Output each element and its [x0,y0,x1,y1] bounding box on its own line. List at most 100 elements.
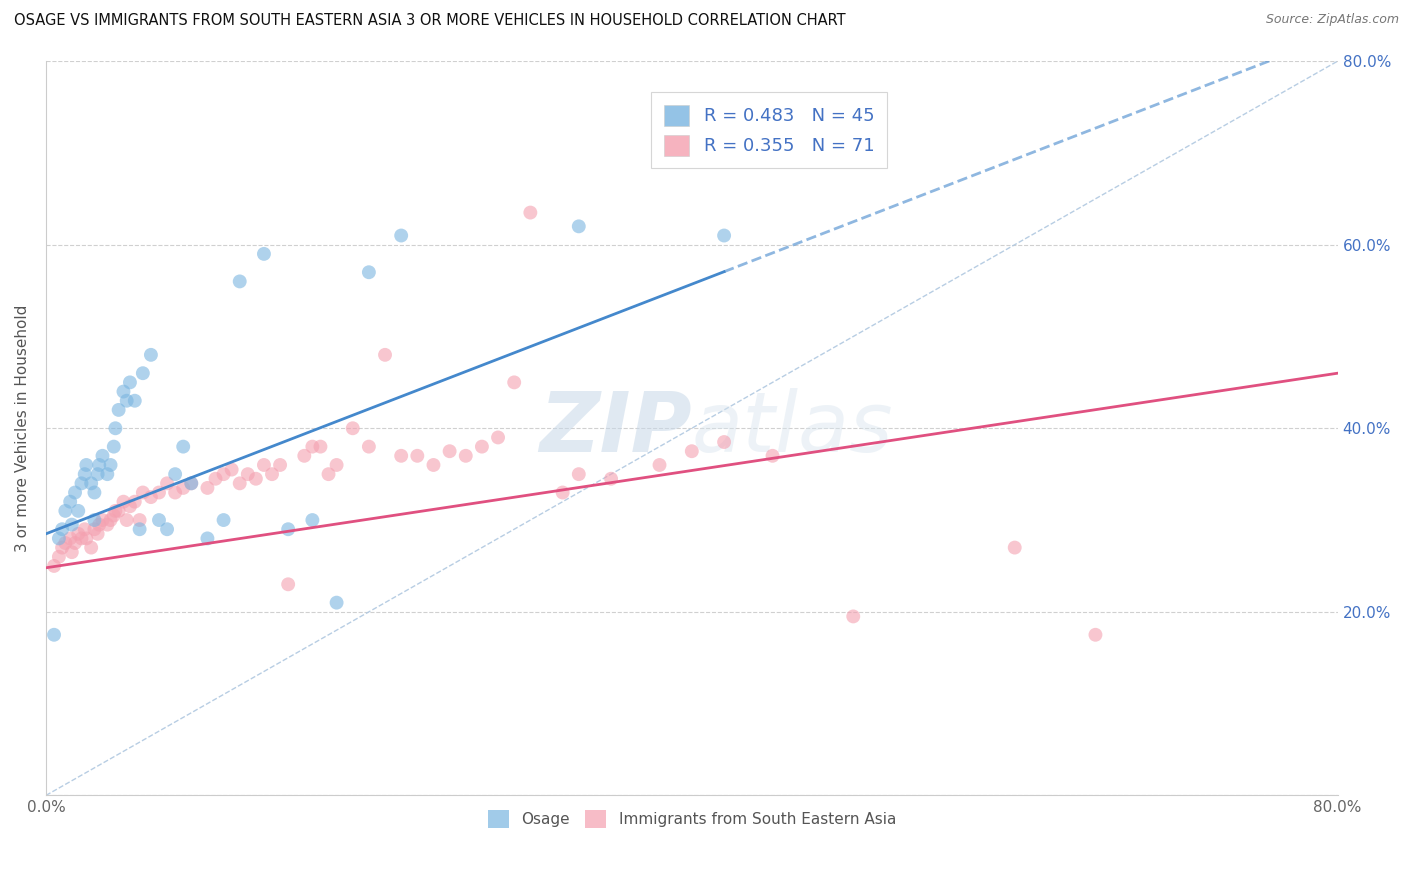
Point [325,458,347,472]
Point [454,449,477,463]
Point [269,458,291,472]
Point [318,467,340,482]
Point [568,219,591,234]
Point [115,393,138,408]
Point [139,348,162,362]
Point [75,532,97,546]
Point [180,476,202,491]
Point [83,513,105,527]
Point [648,458,671,472]
Point [204,472,226,486]
Point [471,440,494,454]
Point [67,504,90,518]
Point [53,536,76,550]
Point [568,467,591,482]
Point [86,467,108,482]
Point [197,481,219,495]
Point [104,421,127,435]
Text: Source: ZipAtlas.com: Source: ZipAtlas.com [1265,13,1399,27]
Point [89,517,111,532]
Point [253,247,276,261]
Point [253,458,276,472]
Point [42,558,65,573]
Point [236,467,259,482]
Point [374,348,396,362]
Point [96,517,118,532]
Y-axis label: 3 or more Vehicles in Household: 3 or more Vehicles in Household [15,304,30,552]
Point [139,490,162,504]
Point [172,440,194,454]
Point [59,532,82,546]
Point [89,458,111,472]
Point [60,517,83,532]
Point [73,467,96,482]
Text: atlas: atlas [692,388,893,469]
Point [83,522,105,536]
Point [212,513,235,527]
Point [503,376,526,390]
Point [197,532,219,546]
Point [148,485,170,500]
Point [681,444,703,458]
Point [112,494,135,508]
Text: ZIP: ZIP [538,388,692,469]
Point [357,440,380,454]
Point [221,462,243,476]
Point [277,577,299,591]
Point [260,467,283,482]
Point [80,541,103,555]
Point [91,449,114,463]
Point [83,485,105,500]
Point [73,522,96,536]
Point [100,458,122,472]
Point [422,458,444,472]
Point [124,393,146,408]
Point [115,513,138,527]
Point [100,513,122,527]
Point [389,228,412,243]
Point [107,403,129,417]
Point [842,609,865,624]
Point [103,508,125,523]
Point [325,596,347,610]
Point [51,522,73,536]
Point [48,549,70,564]
Point [48,532,70,546]
Point [486,430,509,444]
Point [212,467,235,482]
Legend: Osage, Immigrants from South Eastern Asia: Osage, Immigrants from South Eastern Asi… [479,803,904,836]
Point [1084,628,1107,642]
Point [70,532,93,546]
Point [156,522,179,536]
Point [519,205,541,219]
Point [551,485,574,500]
Point [51,541,73,555]
Text: OSAGE VS IMMIGRANTS FROM SOUTH EASTERN ASIA 3 OR MORE VEHICLES IN HOUSEHOLD CORR: OSAGE VS IMMIGRANTS FROM SOUTH EASTERN A… [14,13,845,29]
Point [713,435,735,450]
Point [59,494,82,508]
Point [600,472,623,486]
Point [132,366,155,380]
Point [1004,541,1026,555]
Point [103,440,125,454]
Point [63,485,86,500]
Point [80,476,103,491]
Point [42,628,65,642]
Point [301,440,323,454]
Point [761,449,783,463]
Point [128,513,150,527]
Point [180,476,202,491]
Point [67,526,90,541]
Point [357,265,380,279]
Point [406,449,429,463]
Point [118,376,141,390]
Point [245,472,267,486]
Point [53,504,76,518]
Point [75,458,97,472]
Point [228,274,250,288]
Point [389,449,412,463]
Point [439,444,461,458]
Point [104,504,127,518]
Point [96,467,118,482]
Point [128,522,150,536]
